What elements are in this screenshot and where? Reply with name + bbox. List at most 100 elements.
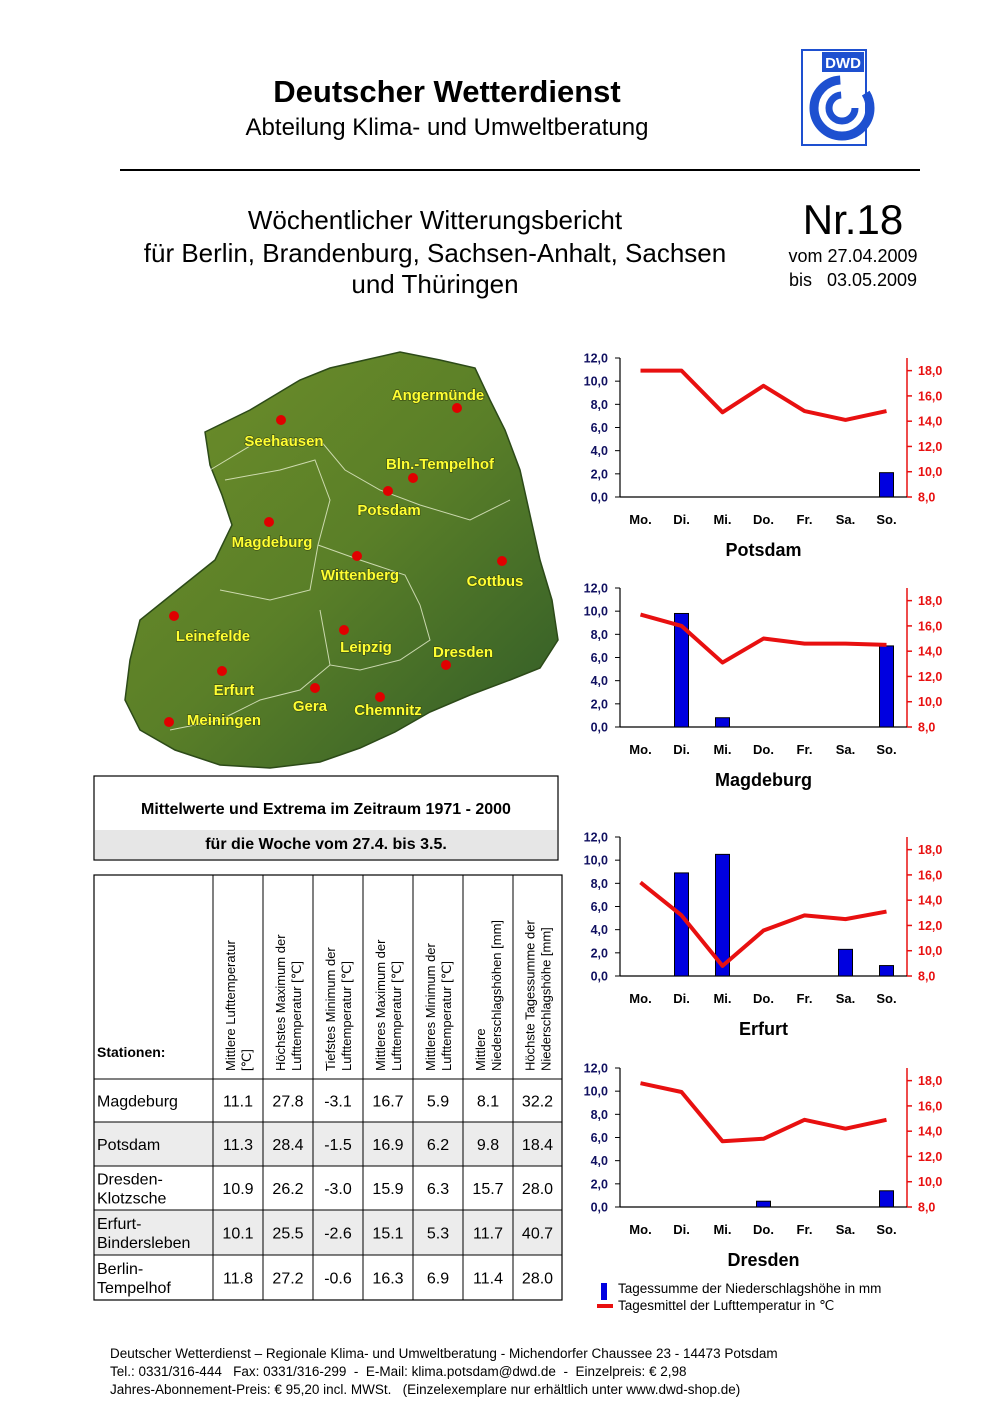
footer-line: Tel.: 0331/316-444 Fax: 0331/316-299 - E…: [110, 1364, 687, 1379]
x-tick-label: So.: [876, 1222, 896, 1237]
city-dot: [264, 517, 274, 527]
table-cell: 25.5: [272, 1226, 303, 1243]
table-header: Mittleres Minimum der: [423, 942, 438, 1071]
city-label: Magdeburg: [232, 534, 313, 551]
table-cell: 11.8: [223, 1271, 253, 1288]
city-dot: [169, 611, 179, 621]
map: Angermünde Seehausen Bln.-Tempelhof Potsdam…: [124, 351, 559, 769]
report-number: Nr.18: [803, 196, 903, 243]
y2-tick-label: 10,0: [918, 944, 942, 958]
y2-tick-label: 10,0: [918, 465, 942, 479]
city-dot: [276, 415, 286, 425]
x-tick-label: Di.: [673, 1222, 690, 1237]
city-label: Bln.-Tempelhof: [386, 456, 495, 473]
logo: DWD: [801, 49, 875, 146]
y-tick-label: 6,0: [591, 651, 608, 665]
y-tick-label: 2,0: [591, 1177, 608, 1191]
y-tick-label: 8,0: [591, 1108, 608, 1122]
table-cell: 10.9: [222, 1181, 253, 1198]
table-station: Potsdam: [97, 1137, 160, 1154]
city-label: Chemnitz: [354, 702, 422, 719]
y2-tick-label: 18,0: [918, 843, 942, 857]
city-dot: [339, 625, 349, 635]
table-station: Dresden-: [97, 1172, 163, 1189]
x-tick-label: Mo.: [629, 1222, 651, 1237]
table-cell: -3.0: [324, 1181, 352, 1198]
table-frame: [93, 874, 563, 1301]
table: Stationen: Mittlere Lufttemperatur [℃] Höch…: [93, 874, 563, 1301]
table-header: [℃]: [239, 1049, 254, 1071]
bar: [838, 948, 853, 977]
y-tick-label: 8,0: [591, 398, 608, 412]
table-cell: 16.9: [372, 1137, 403, 1154]
y2-tick-label: 8,0: [918, 721, 935, 735]
city-label: Erfurt: [214, 682, 255, 699]
table-row-shade: [94, 1122, 562, 1166]
chart-title: Potsdam: [725, 540, 801, 560]
y2-tick-label: 18,0: [918, 594, 942, 608]
y-tick-label: 6,0: [591, 421, 608, 435]
x-tick-label: Fr.: [797, 991, 813, 1006]
table-cell: -3.1: [324, 1094, 352, 1111]
x-tick-label: Mo.: [629, 991, 651, 1006]
y-tick-label: 0,0: [591, 1201, 608, 1215]
charts: 0,0 2,0 4,0 6,0 8,0 10,0 12,0 8,0 10,0 12,0 14,0 16…: [584, 352, 943, 1271]
y2-tick-label: 16,0: [918, 619, 942, 633]
table-header: Mittlere Lufttemperatur: [223, 940, 238, 1071]
table-cell: -1.5: [324, 1137, 352, 1154]
x-tick-label: So.: [876, 742, 896, 757]
table-cell: 16.3: [372, 1271, 403, 1288]
logo-band: [822, 52, 864, 72]
logo-ring: [825, 91, 859, 125]
table-station: Tempelhof: [97, 1280, 171, 1297]
table-header: Höchstes Maximum der: [273, 934, 288, 1071]
y2-tick-label: 12,0: [918, 670, 942, 684]
city-label: Cottbus: [467, 573, 524, 590]
x-tick-label: Di.: [673, 742, 690, 757]
y2-tick-label: 10,0: [918, 695, 942, 709]
table-header: Mittlere: [473, 1028, 488, 1071]
bar: [879, 645, 894, 728]
y-tick-label: 0,0: [591, 721, 608, 735]
table-header: Stationen:: [97, 1044, 165, 1060]
bar: [879, 472, 894, 498]
y-tick-label: 4,0: [591, 674, 608, 688]
y2-tick-label: 12,0: [918, 1150, 942, 1164]
city-label: Meiningen: [187, 712, 261, 729]
report-to: bis 03.05.2009: [789, 270, 917, 290]
table-header: Tiefstes Minimum der: [323, 947, 338, 1071]
report-title: und Thüringen: [351, 269, 518, 299]
y2-tick-label: 12,0: [918, 919, 942, 933]
table-station: Erfurt-: [97, 1216, 141, 1233]
city-label: Leipzig: [340, 639, 392, 656]
bar: [879, 965, 894, 977]
y-tick-label: 4,0: [591, 444, 608, 458]
x-tick-label: Do.: [753, 742, 774, 757]
table-cell: 18.4: [522, 1137, 553, 1154]
table-cell: 27.2: [272, 1271, 303, 1288]
table-cell: 28.4: [272, 1137, 303, 1154]
x-tick-label: Di.: [673, 512, 690, 527]
city-dot: [408, 473, 418, 483]
footer-line: Deutscher Wetterdienst – Regionale Klima…: [110, 1346, 778, 1361]
y2-tick-label: 18,0: [918, 364, 942, 378]
line: [639, 612, 887, 665]
chart: 0,0 2,0 4,0 6,0 8,0 10,0 12,0 8,0 10,0 12,0 14,0 16…: [584, 831, 943, 1040]
y-tick-label: 0,0: [591, 970, 608, 984]
y-tick-label: 8,0: [591, 877, 608, 891]
report-title: Wöchentlicher Witterungsbericht: [248, 205, 623, 235]
city-label: Dresden: [433, 644, 493, 661]
table-header: Niederschlagshöhen [mm]: [489, 920, 504, 1071]
report-title: für Berlin, Brandenburg, Sachsen-Anhalt,…: [144, 238, 726, 268]
table-cell: 15.9: [372, 1181, 403, 1198]
bar: [715, 853, 730, 977]
bar: [674, 612, 689, 728]
line: [639, 880, 887, 968]
y-tick-label: 10,0: [584, 375, 608, 389]
y-tick-label: 6,0: [591, 1131, 608, 1145]
table-cell: 26.2: [272, 1181, 303, 1198]
chart: 0,0 2,0 4,0 6,0 8,0 10,0 12,0 8,0 10,0 12,0 14,0 16…: [584, 1062, 943, 1271]
x-tick-label: Sa.: [836, 991, 856, 1006]
chart: 0,0 2,0 4,0 6,0 8,0 10,0 12,0 8,0 10,0 12,0 14,0 16…: [584, 352, 943, 561]
y2-tick-label: 16,0: [918, 868, 942, 882]
